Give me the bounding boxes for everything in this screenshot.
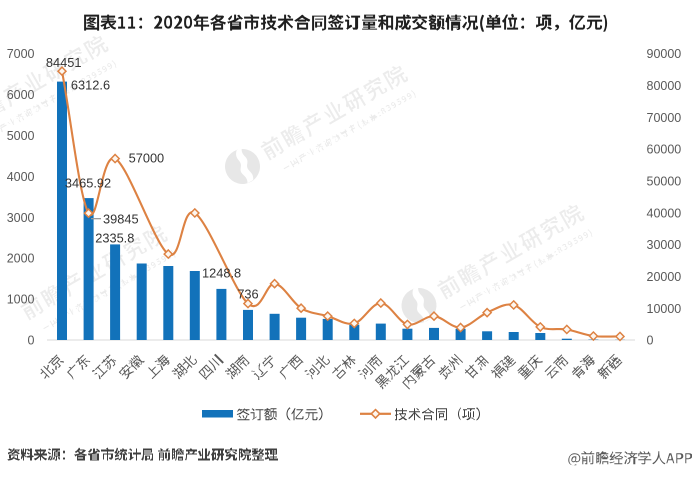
svg-text:0: 0 <box>28 334 35 348</box>
svg-text:6312.6: 6312.6 <box>71 77 110 92</box>
svg-text:39845: 39845 <box>103 212 139 227</box>
svg-text:736: 736 <box>237 287 258 302</box>
svg-text:57000: 57000 <box>129 151 165 166</box>
svg-text:70000: 70000 <box>647 111 682 125</box>
svg-text:4000: 4000 <box>7 170 35 184</box>
svg-text:84451: 84451 <box>46 55 82 70</box>
svg-text:50000: 50000 <box>647 174 682 188</box>
svg-text:5000: 5000 <box>7 129 35 143</box>
svg-text:80000: 80000 <box>647 79 682 93</box>
svg-text:30000: 30000 <box>647 238 682 252</box>
svg-text:3465.92: 3465.92 <box>65 176 111 191</box>
svg-text:40000: 40000 <box>647 206 682 220</box>
svg-text:7000: 7000 <box>7 47 35 61</box>
svg-text:60000: 60000 <box>647 143 682 157</box>
svg-text:2335.8: 2335.8 <box>95 231 134 246</box>
svg-text:90000: 90000 <box>647 47 682 61</box>
svg-text:0: 0 <box>647 334 654 348</box>
svg-text:10000: 10000 <box>647 302 682 316</box>
svg-text:3000: 3000 <box>7 211 35 225</box>
svg-text:6000: 6000 <box>7 88 35 102</box>
svg-text:1248.8: 1248.8 <box>202 266 241 281</box>
svg-text:20000: 20000 <box>647 270 682 284</box>
svg-text:1000: 1000 <box>7 293 35 307</box>
svg-text:2000: 2000 <box>7 252 35 266</box>
